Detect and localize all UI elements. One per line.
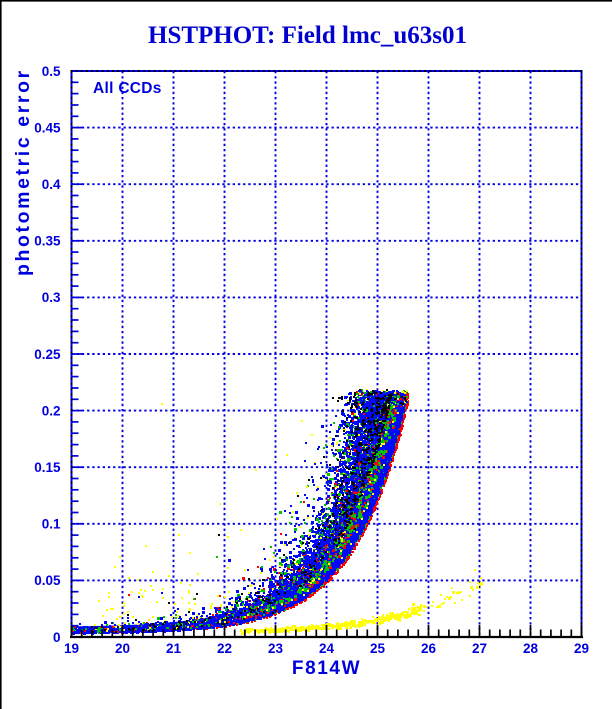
svg-text:0.4: 0.4 xyxy=(42,177,61,192)
svg-text:0.25: 0.25 xyxy=(34,347,61,362)
svg-text:25: 25 xyxy=(370,641,386,656)
svg-text:24: 24 xyxy=(319,641,335,656)
svg-text:0.15: 0.15 xyxy=(34,460,61,475)
svg-text:22: 22 xyxy=(217,641,232,656)
svg-text:21: 21 xyxy=(166,641,182,656)
svg-text:0.2: 0.2 xyxy=(42,403,61,418)
svg-text:27: 27 xyxy=(472,641,487,656)
svg-text:26: 26 xyxy=(421,641,437,656)
svg-text:0.05: 0.05 xyxy=(34,573,61,588)
svg-text:F814W: F814W xyxy=(292,658,361,679)
svg-text:0.35: 0.35 xyxy=(34,234,61,249)
svg-text:29: 29 xyxy=(574,641,589,656)
svg-text:0.3: 0.3 xyxy=(42,290,61,305)
svg-text:0.5: 0.5 xyxy=(42,64,61,79)
svg-text:All CCDs: All CCDs xyxy=(93,80,162,97)
svg-text:20: 20 xyxy=(115,641,130,656)
svg-text:0: 0 xyxy=(53,630,61,645)
svg-text:photometric error: photometric error xyxy=(12,68,34,276)
svg-text:28: 28 xyxy=(523,641,539,656)
svg-text:0.1: 0.1 xyxy=(42,517,61,532)
svg-text:19: 19 xyxy=(64,641,79,656)
svg-text:HSTPHOT: Field lmc_u63s01: HSTPHOT: Field lmc_u63s01 xyxy=(148,22,467,49)
svg-text:23: 23 xyxy=(268,641,284,656)
svg-text:0.45: 0.45 xyxy=(34,120,61,135)
